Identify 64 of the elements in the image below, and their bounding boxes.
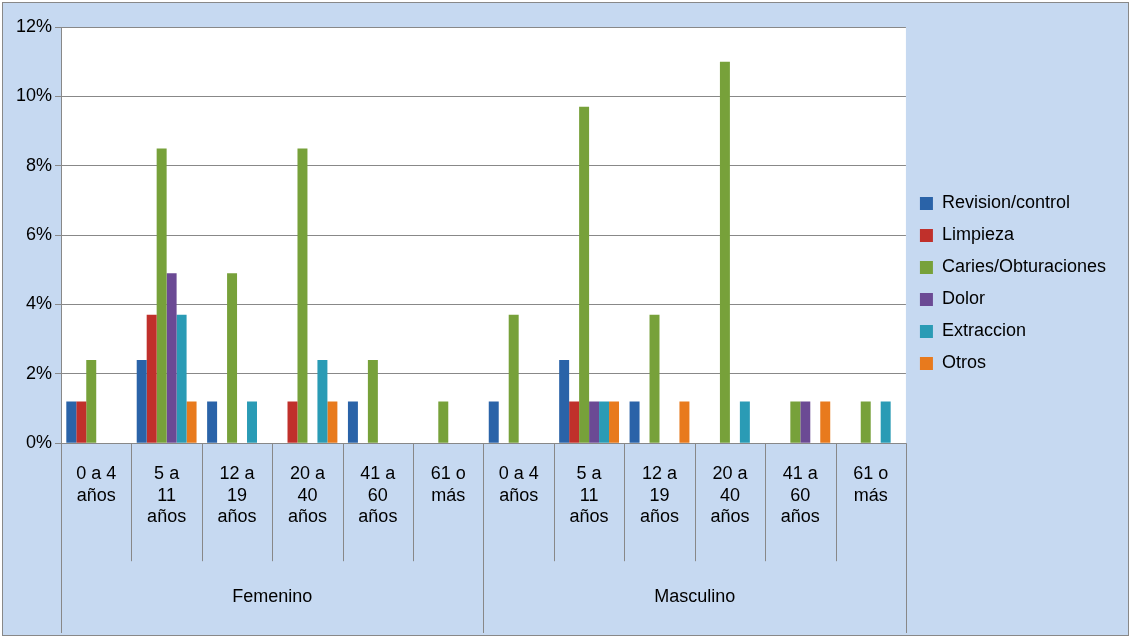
bar bbox=[156, 148, 167, 443]
bar bbox=[166, 273, 177, 443]
bar bbox=[559, 359, 570, 443]
y-tick-label: 12% bbox=[16, 15, 53, 36]
x-tick-label: 12 a 19 años bbox=[217, 462, 257, 527]
bar bbox=[207, 401, 218, 443]
bar bbox=[438, 401, 449, 443]
x-tick-label: 41 a 60 años bbox=[780, 462, 820, 527]
bar bbox=[569, 401, 580, 443]
bar bbox=[579, 106, 590, 443]
bar bbox=[287, 401, 298, 443]
bar bbox=[609, 401, 620, 443]
bar bbox=[649, 314, 660, 443]
bar bbox=[347, 401, 358, 443]
x-tick-label: 12 a 19 años bbox=[639, 462, 680, 527]
y-tick-label: 6% bbox=[26, 224, 53, 245]
bar bbox=[146, 314, 157, 443]
bar bbox=[599, 401, 610, 443]
y-tick-label: 8% bbox=[26, 154, 53, 175]
legend-label: Caries/Obturaciones bbox=[941, 256, 1106, 277]
bar bbox=[629, 401, 640, 443]
bar bbox=[880, 401, 891, 443]
bar bbox=[860, 401, 871, 443]
bar bbox=[136, 359, 147, 443]
bar bbox=[66, 401, 77, 443]
legend-label: Extraccion bbox=[941, 320, 1026, 341]
text: Masculino bbox=[654, 586, 736, 607]
x-tick-label: 20 a 40 años bbox=[710, 462, 750, 527]
x-tick-label: 5 a 11 años bbox=[569, 462, 609, 527]
y-tick-label: 2% bbox=[26, 362, 53, 383]
y-tick-label: 0% bbox=[26, 432, 53, 453]
bar bbox=[719, 61, 730, 443]
bar bbox=[76, 401, 87, 443]
bar bbox=[247, 401, 257, 443]
bar bbox=[800, 401, 811, 443]
x-tick-label: 20 a 40 años bbox=[287, 462, 327, 527]
x-tick-label: 0 a 4 años bbox=[76, 462, 117, 505]
legend-label: Revision/control bbox=[941, 192, 1070, 213]
x-tick-label: 5 a 11 años bbox=[147, 462, 187, 527]
bar bbox=[176, 314, 187, 443]
bar bbox=[820, 401, 831, 443]
bar bbox=[317, 359, 328, 443]
legend-label: Dolor bbox=[941, 288, 985, 309]
legend-label: Otros bbox=[941, 352, 986, 373]
y-tick-label: 4% bbox=[26, 293, 53, 314]
bar bbox=[297, 148, 308, 443]
x-tick-label: 41 a 60 años bbox=[358, 462, 398, 527]
x-tick-label: 61 o más bbox=[853, 462, 889, 505]
bar bbox=[508, 314, 519, 443]
bar bbox=[589, 401, 600, 443]
bar bbox=[327, 401, 338, 443]
bar bbox=[790, 401, 801, 443]
bar bbox=[86, 359, 97, 443]
bar bbox=[227, 273, 238, 443]
legend-label: Limpieza bbox=[941, 224, 1015, 245]
x-tick-label: 61 o más bbox=[430, 462, 466, 505]
bar bbox=[367, 359, 378, 443]
y-tick-label: 10% bbox=[16, 85, 53, 106]
x-tick-label: 0 a 4 años bbox=[498, 462, 539, 505]
bar bbox=[739, 401, 750, 443]
bar bbox=[679, 401, 690, 443]
bar bbox=[186, 401, 197, 443]
bar bbox=[488, 401, 499, 443]
text: Femenino bbox=[232, 586, 313, 607]
